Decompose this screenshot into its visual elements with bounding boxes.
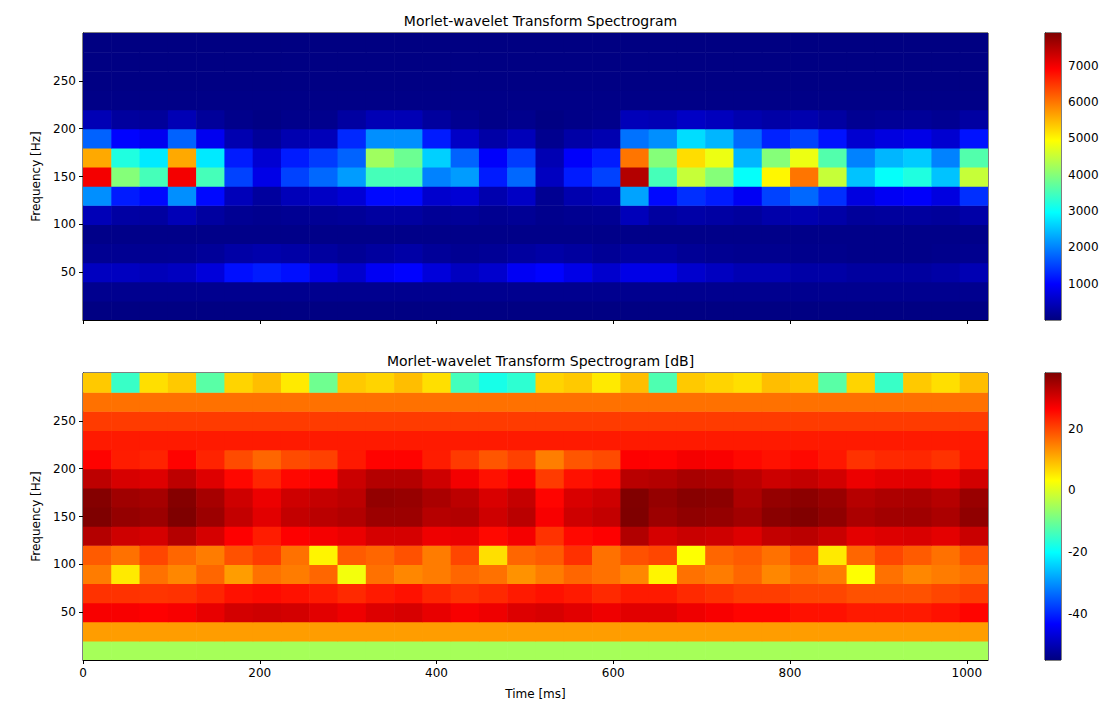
svg-text:0: 0 (1068, 483, 1076, 497)
svg-text:5000: 5000 (1068, 131, 1099, 145)
svg-text:600: 600 (602, 666, 625, 680)
svg-text:50: 50 (61, 265, 76, 279)
svg-text:150: 150 (53, 510, 76, 524)
svg-text:Time [ms]: Time [ms] (504, 687, 566, 701)
svg-text:20: 20 (1068, 422, 1083, 436)
svg-text:-40: -40 (1068, 607, 1088, 621)
svg-text:2000: 2000 (1068, 240, 1099, 254)
svg-text:250: 250 (53, 414, 76, 428)
svg-text:1000: 1000 (1068, 277, 1099, 291)
svg-text:50: 50 (61, 605, 76, 619)
svg-text:150: 150 (53, 170, 76, 184)
svg-text:800: 800 (779, 666, 802, 680)
svg-text:Morlet-wavelet Transform Spect: Morlet-wavelet Transform Spectrogram [dB… (387, 353, 694, 369)
svg-text:200: 200 (53, 122, 76, 136)
svg-text:200: 200 (248, 666, 271, 680)
svg-text:250: 250 (53, 74, 76, 88)
svg-text:6000: 6000 (1068, 95, 1099, 109)
svg-text:Frequency [Hz]: Frequency [Hz] (29, 131, 43, 222)
svg-text:Morlet-wavelet Transform Spect: Morlet-wavelet Transform Spectrogram (404, 13, 677, 29)
svg-text:1000: 1000 (952, 666, 983, 680)
svg-text:-20: -20 (1068, 545, 1088, 559)
svg-text:400: 400 (425, 666, 448, 680)
svg-text:100: 100 (53, 217, 76, 231)
svg-text:4000: 4000 (1068, 168, 1099, 182)
svg-text:7000: 7000 (1068, 59, 1099, 73)
svg-text:100: 100 (53, 557, 76, 571)
svg-text:Frequency [Hz]: Frequency [Hz] (29, 471, 43, 562)
svg-text:0: 0 (79, 666, 87, 680)
svg-text:3000: 3000 (1068, 204, 1099, 218)
svg-text:200: 200 (53, 462, 76, 476)
